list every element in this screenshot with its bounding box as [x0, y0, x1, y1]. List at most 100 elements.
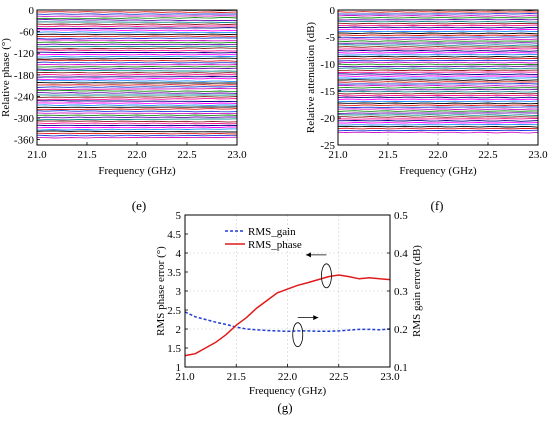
x-tick-label: 23.0 [227, 149, 247, 161]
series-line [36, 98, 238, 101]
series-line [337, 83, 539, 85]
y-tick-label: -20 [320, 113, 335, 125]
series-line [337, 26, 539, 29]
series-line [36, 104, 238, 106]
series-line [36, 11, 238, 13]
y-tick-label: 2.5 [167, 305, 181, 317]
series-line [337, 86, 539, 89]
phase-arrow-head [305, 252, 311, 258]
y2-axis-label: RMS gain error (dB) [411, 245, 423, 337]
series-line [337, 49, 539, 52]
series-line [337, 57, 538, 60]
panel-f: 21.0 21.5 22.0 22.5 23.0 0 -5 -10 -15 -20 -25 Frequ… [305, 5, 548, 177]
series-rms-gain [184, 311, 391, 333]
x-tick-label: 22.0 [278, 371, 298, 383]
series-line [337, 114, 539, 116]
series-line [337, 127, 539, 130]
x-tick-label: 21.0 [328, 149, 348, 161]
series-line [337, 61, 539, 64]
x-tick-label: 22.5 [177, 149, 197, 161]
y2-tick-label: 0.1 [394, 362, 408, 374]
series-line [36, 35, 238, 38]
series-line [36, 112, 238, 115]
series-line [36, 122, 238, 125]
series-line [337, 85, 539, 87]
legend-label: RMS_phase [248, 239, 302, 251]
series-line [36, 128, 237, 131]
y-tick-label: 5 [176, 210, 182, 222]
series-line [337, 17, 538, 19]
series-line [337, 92, 539, 95]
x-tick-label: 21.0 [27, 149, 47, 161]
series-line [36, 130, 237, 133]
y-tick-label: 1.5 [167, 343, 181, 355]
y-tick-label: -360 [14, 135, 35, 147]
y-tick-label: -60 [19, 27, 34, 39]
series-line [37, 45, 237, 48]
series-line [337, 20, 539, 23]
series-line [36, 21, 238, 23]
series-line [337, 118, 539, 120]
x-tick-label: 21.0 [175, 371, 195, 383]
series-line [36, 17, 238, 20]
panel-label-f: (f) [431, 198, 444, 213]
y-tick-label: -180 [14, 70, 35, 82]
series-line [337, 18, 539, 21]
x-axis-label: Frequency (GHz) [249, 385, 327, 397]
series-line [36, 82, 238, 84]
series-line [36, 37, 237, 40]
series-line [337, 75, 539, 77]
series-line [337, 40, 539, 42]
series-line [37, 102, 238, 105]
series-line [337, 14, 539, 17]
y-tick-label: 4 [176, 248, 182, 260]
series-line [36, 132, 238, 135]
series-rms-phase [184, 274, 391, 357]
series-line [36, 110, 238, 113]
series-line [36, 57, 238, 60]
series-line [337, 88, 539, 91]
series-line [36, 15, 238, 17]
series-line [37, 108, 238, 111]
series-line [337, 11, 538, 13]
panel-g: 21.0 21.5 22.0 22.5 23.011.522.533.544.550.1… [155, 210, 423, 397]
series-line [36, 116, 238, 119]
series-line [338, 79, 539, 81]
series-line [337, 98, 539, 101]
series-line [337, 42, 539, 44]
series-line [338, 71, 538, 73]
x-tick-label: 22.0 [428, 149, 448, 161]
y-axis-label: RMS phase error (°) [155, 246, 167, 336]
series-line [337, 55, 539, 58]
y-tick-label: 3 [176, 286, 182, 298]
series-line [337, 13, 539, 15]
y-tick-label: -25 [320, 140, 335, 152]
series-line [37, 136, 237, 139]
y-tick-label: 0 [29, 5, 35, 17]
y-tick-label: -5 [326, 32, 336, 44]
y-axis-label: Relative phase (°) [0, 38, 12, 117]
legend-label: RMS_gain [248, 226, 296, 238]
series-line [338, 30, 539, 33]
series-line [36, 114, 238, 117]
series-line [337, 100, 539, 103]
series-line [337, 51, 539, 54]
x-tick-label: 22.5 [478, 149, 498, 161]
x-tick-label: 21.5 [77, 149, 97, 161]
series-line [36, 18, 238, 22]
y-tick-label: -120 [14, 48, 35, 60]
series-line [36, 23, 238, 25]
series-line [337, 108, 539, 111]
y-tick-label: -10 [320, 59, 335, 71]
x-axis-label: Frequency (GHz) [98, 165, 176, 177]
series-line [36, 13, 238, 15]
series-line [338, 125, 539, 128]
y-tick-label: 4.5 [167, 229, 181, 241]
series-line [337, 32, 539, 35]
series-line [36, 120, 238, 123]
gain-arrow-head [313, 315, 319, 321]
series-line [337, 73, 539, 76]
series-line [337, 106, 539, 108]
y2-tick-label: 0.4 [394, 248, 408, 260]
